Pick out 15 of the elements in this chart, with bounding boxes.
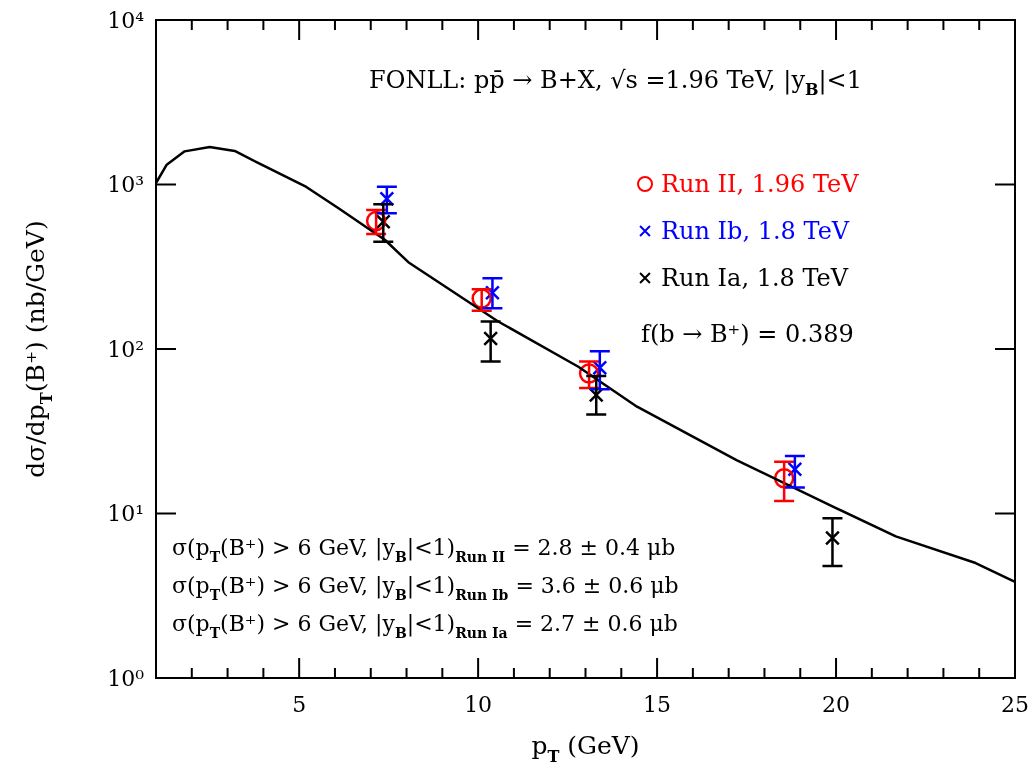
- annotation: f(b → B⁺) = 0.389: [641, 320, 854, 348]
- legend-label: Run Ia, 1.8 TeV: [661, 264, 849, 292]
- y-tick-label: 10³: [107, 172, 144, 197]
- x-tick-label: 20: [822, 691, 851, 717]
- y-tick-label: 10⁰: [107, 665, 145, 691]
- legend-label: Run Ib, 1.8 TeV: [661, 217, 850, 245]
- y-tick-label: 10⁴: [107, 7, 145, 33]
- x-tick-label: 5: [292, 691, 307, 717]
- x-tick-label: 25: [1001, 691, 1029, 717]
- y-tick-label: 10²: [107, 336, 144, 362]
- x-tick-label: 10: [464, 691, 493, 717]
- x-tick-label: 15: [643, 691, 672, 717]
- legend-label: Run II, 1.96 TeV: [661, 170, 860, 198]
- y-tick-label: 10¹: [107, 501, 144, 526]
- y-axis-title: dσ/dpT(B⁺) (nb/GeV): [21, 220, 56, 478]
